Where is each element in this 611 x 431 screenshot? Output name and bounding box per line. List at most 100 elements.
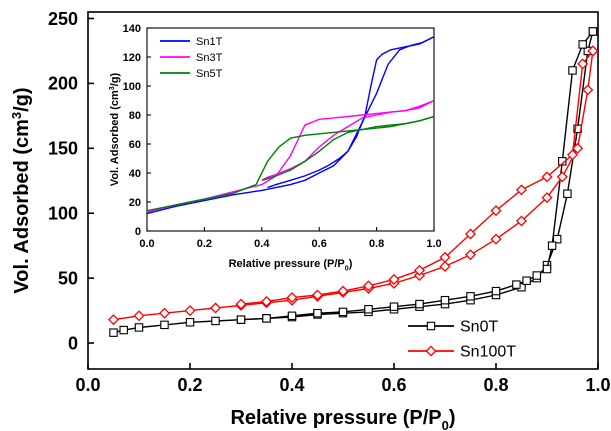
data-point-sn100t — [235, 298, 247, 310]
x-tick-label: 0.8 — [483, 375, 508, 395]
data-point-sn100t — [464, 249, 477, 261]
data-point-sn0t — [134, 323, 144, 332]
data-point-sn0t — [287, 311, 297, 321]
data-point-sn100t — [209, 302, 222, 314]
data-point-sn100t — [311, 289, 324, 301]
data-point-sn0t — [568, 66, 577, 75]
x-axis-title-subscript: 0 — [345, 264, 349, 272]
data-point-sn100t — [587, 45, 598, 57]
x-axis-title-tail: ) — [349, 258, 353, 270]
x-tick-label: 0.2 — [177, 375, 202, 395]
x-tick-label: 0.6 — [312, 238, 327, 250]
series-line-sn5t-desorption — [261, 115, 434, 181]
y-tick-label: 0 — [135, 226, 141, 238]
data-point-sn0t — [563, 189, 572, 198]
data-point-sn100t — [464, 228, 477, 240]
y-tick-label: 40 — [129, 168, 141, 180]
data-point-sn0t — [211, 316, 220, 326]
y-axis-title: Vol. Adsorbed (cm3/g) — [9, 87, 33, 293]
data-point-sn100t — [184, 305, 196, 317]
data-point-sn100t — [541, 171, 553, 183]
data-point-sn100t — [158, 307, 171, 319]
series-line-sn100t-adsorption — [113, 50, 594, 321]
data-point-sn100t — [388, 273, 400, 285]
data-point-sn0t — [364, 305, 373, 314]
x-axis-title-text: Relative pressure (P/P — [229, 258, 345, 270]
data-point-sn0t — [512, 280, 521, 289]
legend-item-sn100t: Sn100T — [408, 344, 516, 361]
series-group — [147, 36, 434, 215]
y-tick-label: 20 — [129, 197, 141, 209]
legend-label: Sn100T — [460, 344, 516, 361]
y-tick-label: 100 — [123, 81, 141, 93]
legend-label: Sn5T — [196, 68, 223, 80]
data-point-sn0t — [119, 325, 128, 335]
series-group — [107, 27, 598, 337]
data-point-sn100t — [582, 84, 594, 96]
y-axis-title: Vol. Adsorbed (cm3/g) — [108, 72, 121, 186]
legend-item-sn1t: Sn1T — [160, 36, 223, 48]
y-tick-label: 80 — [129, 110, 141, 122]
data-point-sn0t — [160, 320, 169, 330]
legend: Sn0T Sn100T — [408, 319, 516, 361]
data-point-sn100t — [286, 292, 298, 304]
data-point-sn100t — [515, 215, 528, 227]
series-line-sn100t-desorption — [240, 50, 594, 305]
data-point-sn0t — [338, 307, 348, 317]
y-axis-title-superscript: 3 — [108, 86, 116, 90]
data-point-sn100t — [439, 260, 451, 272]
y-axis-title-text: Vol. Adsorbed (cm — [11, 119, 33, 293]
y-tick-label: 140 — [123, 23, 141, 35]
y-tick-label: 250 — [48, 9, 78, 29]
y-tick-label: 100 — [48, 204, 78, 224]
data-point-sn0t — [109, 328, 118, 337]
data-point-sn0t — [578, 40, 587, 49]
data-point-sn100t — [337, 285, 349, 297]
x-tick-label: 0.8 — [369, 238, 384, 250]
data-point-sn100t — [556, 171, 568, 183]
data-point-sn100t — [490, 205, 502, 217]
data-point-sn100t — [577, 58, 589, 70]
legend: Sn1T Sn3T Sn5T — [160, 36, 223, 80]
series-line-sn1t-adsorption — [147, 36, 434, 215]
data-point-sn0t — [262, 314, 271, 323]
x-axis-title-subscript: 0 — [442, 418, 449, 431]
data-point-sn0t — [542, 264, 552, 274]
y-tick-label: 60 — [129, 139, 141, 151]
y-tick-label: 120 — [123, 52, 141, 64]
data-point-sn100t — [133, 310, 145, 322]
legend-item-sn3t: Sn3T — [160, 52, 223, 64]
data-point-sn100t — [107, 314, 120, 326]
y-tick-label: 150 — [48, 139, 78, 159]
y-axis-title-superscript: 3 — [9, 112, 24, 119]
x-axis-title: Relative pressure (P/P0) — [230, 407, 455, 431]
data-point-sn0t — [588, 27, 598, 36]
legend-marker — [426, 321, 436, 331]
x-axis-title-text: Relative pressure (P/P — [230, 407, 441, 429]
x-tick-label: 0.4 — [254, 238, 270, 250]
data-point-sn0t — [389, 302, 399, 311]
series-line-sn1t-desorption — [267, 36, 434, 189]
legend-item-sn0t: Sn0T — [408, 319, 498, 336]
data-point-sn100t — [413, 264, 426, 276]
data-point-sn100t — [541, 192, 553, 204]
x-tick-label: 0.0 — [75, 375, 100, 395]
legend-marker — [425, 345, 437, 357]
x-axis-title: Relative pressure (P/P0) — [229, 258, 353, 272]
x-tick-label: 0.6 — [381, 375, 406, 395]
legend-item-sn5t: Sn5T — [160, 68, 223, 80]
x-tick-label: 1.0 — [426, 238, 441, 250]
data-point-sn0t — [236, 315, 246, 324]
x-tick-label: 1.0 — [585, 375, 610, 395]
y-tick-label: 200 — [48, 74, 78, 94]
data-point-sn0t — [522, 276, 531, 285]
y-tick-label: 50 — [58, 268, 78, 288]
data-point-sn0t — [185, 318, 195, 327]
data-point-sn0t — [491, 286, 501, 296]
inset-chart: 0.0 0.2 0.4 0.6 0.8 1.0 0 20 40 60 80 100 120 140 Rela… — [108, 23, 441, 272]
data-point-sn0t — [440, 295, 450, 305]
x-tick-label: 0.2 — [197, 238, 212, 250]
data-point-sn100t — [362, 280, 375, 292]
data-point-sn0t — [547, 241, 557, 250]
